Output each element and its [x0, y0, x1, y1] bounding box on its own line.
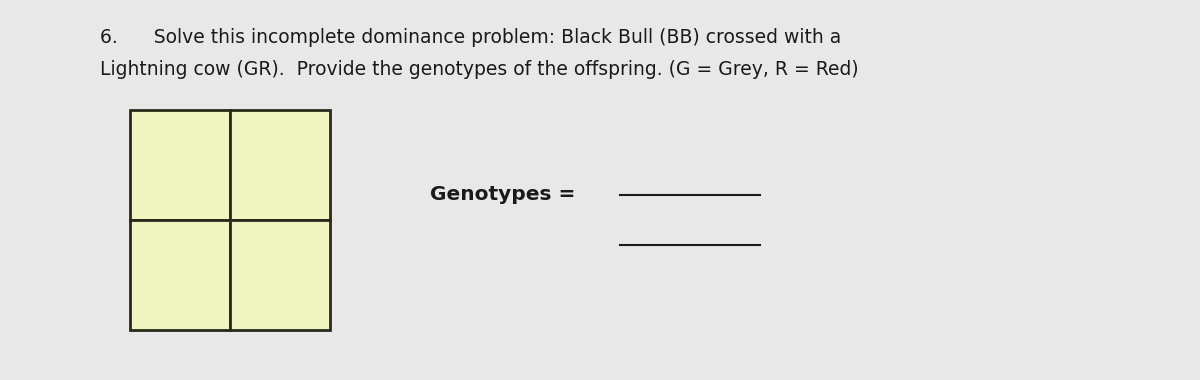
Bar [130, 110, 230, 220]
Bar [230, 110, 330, 220]
Bar [130, 220, 230, 330]
Text: Lightning cow (GR).  Provide the genotypes of the offspring. (G = Grey, R = Red): Lightning cow (GR). Provide the genotype… [100, 60, 859, 79]
Text: 6.      Solve this incomplete dominance problem: Black Bull (BB) crossed with a: 6. Solve this incomplete dominance probl… [100, 28, 841, 47]
Text: Genotypes =: Genotypes = [430, 185, 582, 204]
Bar [230, 220, 330, 330]
